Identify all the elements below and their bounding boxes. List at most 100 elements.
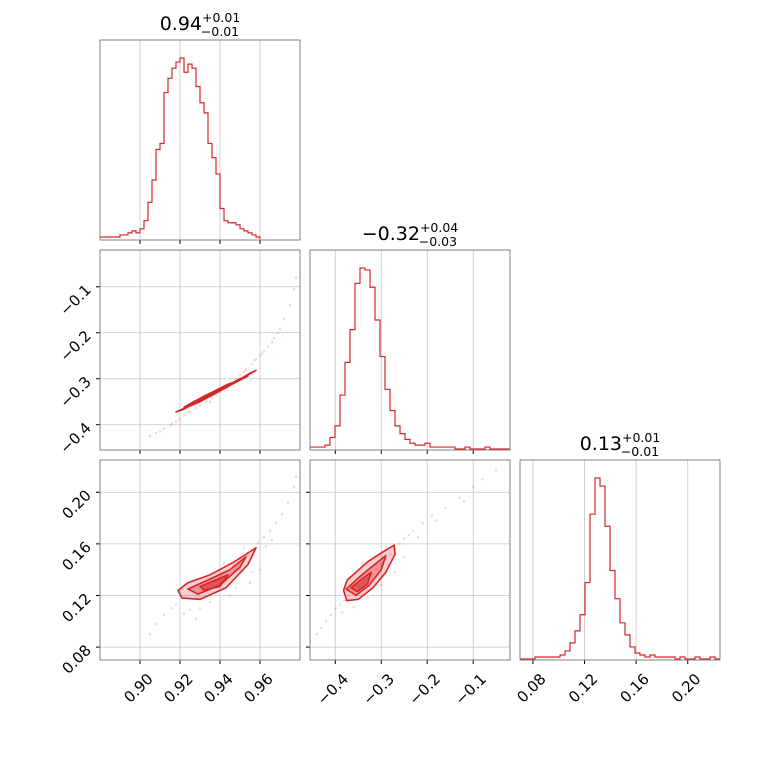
sample-point bbox=[238, 373, 242, 377]
sample-point bbox=[278, 327, 282, 331]
sample-point bbox=[430, 514, 434, 517]
panel-title: 0.94+0.01 −0.01 bbox=[160, 10, 241, 39]
sample-point bbox=[208, 400, 212, 404]
title-value: 0.94 bbox=[160, 13, 202, 35]
sample-point bbox=[208, 600, 212, 604]
sample-point bbox=[294, 475, 298, 479]
sample-point bbox=[274, 521, 278, 525]
sample-point bbox=[162, 613, 166, 617]
sample-point bbox=[329, 613, 332, 617]
panel-title: −0.32+0.04 −0.03 bbox=[362, 220, 459, 249]
panel-0-0: 0.94+0.01 −0.01 bbox=[99, 10, 301, 244]
x-tick-label: 0.12 bbox=[565, 670, 601, 706]
x-tick-label: −0.4 bbox=[314, 670, 352, 708]
x-tick-label: 0.08 bbox=[513, 670, 549, 706]
title-upper-error: +0.01 bbox=[622, 430, 660, 445]
sample-point bbox=[494, 469, 498, 472]
sample-point bbox=[262, 349, 266, 353]
panel-frame bbox=[309, 459, 511, 661]
sample-point bbox=[402, 537, 406, 541]
y-tick-label: 0.16 bbox=[58, 538, 94, 574]
sample-point bbox=[256, 541, 260, 544]
sample-point bbox=[398, 542, 401, 546]
histogram-step bbox=[310, 267, 510, 450]
sample-point bbox=[338, 603, 342, 606]
sample-point bbox=[375, 568, 378, 571]
sample-point bbox=[462, 499, 466, 503]
sample-point bbox=[286, 501, 290, 504]
x-tick-label: −0.1 bbox=[451, 670, 489, 708]
sample-point bbox=[198, 607, 202, 610]
sample-point bbox=[270, 340, 274, 344]
scatter-area bbox=[315, 469, 498, 636]
sample-point bbox=[389, 552, 392, 556]
contour-level-3 bbox=[199, 574, 229, 592]
panel-frame bbox=[309, 249, 511, 451]
sample-point bbox=[393, 570, 397, 574]
sample-point bbox=[178, 417, 182, 421]
sample-point bbox=[188, 608, 192, 611]
y-tick-label: −0.2 bbox=[56, 327, 94, 365]
contour-level-3 bbox=[191, 380, 237, 404]
sample-point bbox=[262, 536, 266, 539]
sample-point bbox=[242, 370, 246, 374]
sample-point bbox=[270, 538, 274, 542]
x-tick-label: 0.96 bbox=[240, 670, 276, 706]
sample-point bbox=[194, 406, 198, 410]
title-upper-error: +0.04 bbox=[420, 220, 458, 235]
contour-level-1 bbox=[177, 546, 257, 601]
sample-point bbox=[294, 276, 298, 279]
sample-point bbox=[264, 545, 268, 548]
sample-point bbox=[260, 352, 264, 355]
title-lower-error: −0.01 bbox=[621, 444, 659, 459]
panel-title: 0.13+0.01 −0.01 bbox=[580, 430, 661, 459]
sample-point bbox=[154, 431, 158, 435]
sample-point bbox=[416, 536, 420, 539]
scatter-area bbox=[148, 475, 298, 636]
sample-point bbox=[272, 336, 276, 340]
panel-frame bbox=[99, 459, 301, 661]
sample-point bbox=[234, 586, 238, 590]
panel-2-0: 0.90 0.92 0.94 0.96 0.08 0.12 0.16 0.20 bbox=[58, 459, 301, 706]
sample-point bbox=[320, 626, 323, 630]
sample-point bbox=[412, 529, 415, 533]
sample-point bbox=[162, 427, 166, 430]
sample-point bbox=[148, 632, 152, 636]
sample-point bbox=[292, 485, 296, 489]
sample-point bbox=[435, 519, 438, 522]
sample-point bbox=[198, 404, 202, 407]
sample-point bbox=[340, 610, 344, 614]
sample-point bbox=[188, 410, 192, 414]
sample-point bbox=[222, 561, 226, 565]
sample-point bbox=[254, 358, 258, 361]
sample-point bbox=[194, 617, 198, 621]
sample-point bbox=[292, 287, 296, 291]
sample-point bbox=[458, 496, 461, 499]
x-tick-label: −0.3 bbox=[360, 670, 398, 708]
sample-point bbox=[402, 555, 406, 559]
sample-point bbox=[148, 434, 152, 438]
histogram-step bbox=[520, 477, 720, 660]
sample-point bbox=[234, 377, 238, 381]
sample-point bbox=[315, 632, 319, 636]
sample-point bbox=[182, 612, 186, 615]
sample-point bbox=[248, 581, 252, 584]
sample-point bbox=[258, 568, 262, 571]
sample-point bbox=[268, 529, 272, 533]
x-tick-label: 0.94 bbox=[200, 670, 236, 706]
y-tick-label: −0.1 bbox=[56, 281, 94, 319]
y-tick-label: 0.08 bbox=[58, 641, 94, 677]
sample-point bbox=[361, 561, 365, 565]
sample-point bbox=[282, 317, 286, 321]
sample-point bbox=[204, 400, 208, 404]
sample-point bbox=[366, 596, 369, 600]
sample-point bbox=[250, 362, 254, 366]
title-lower-error: −0.01 bbox=[201, 24, 239, 39]
sample-point bbox=[384, 545, 388, 548]
sample-point bbox=[471, 485, 475, 489]
sample-point bbox=[244, 368, 248, 371]
sample-point bbox=[210, 396, 214, 400]
sample-point bbox=[174, 603, 178, 606]
sample-point bbox=[238, 568, 242, 571]
x-tick-label: 0.20 bbox=[668, 670, 704, 706]
